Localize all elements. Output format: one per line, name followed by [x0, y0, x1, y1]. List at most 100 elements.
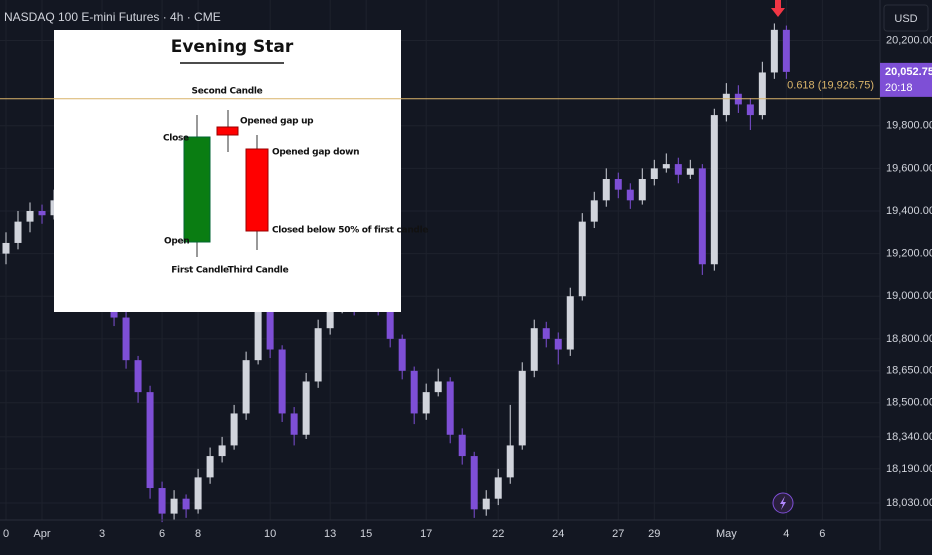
- x-tick-label: May: [716, 528, 737, 540]
- x-tick-label: 13: [324, 528, 336, 540]
- candle-body: [626, 189, 634, 201]
- y-tick-label: 18,500.00: [886, 397, 932, 409]
- candle-body: [278, 349, 286, 414]
- x-tick-label: 0: [3, 528, 9, 540]
- inset-label: Open: [164, 237, 189, 247]
- x-tick-label: 29: [648, 528, 660, 540]
- candle-body: [746, 104, 754, 116]
- candle-body: [326, 306, 334, 329]
- x-tick-label: 22: [492, 528, 504, 540]
- candle-body: [14, 221, 22, 243]
- inset-label: First Candle: [171, 266, 229, 276]
- y-tick-label: 19,200.00: [886, 248, 932, 260]
- candle-body: [230, 413, 238, 446]
- last-price-box: [880, 62, 932, 97]
- y-tick-label: 19,000.00: [886, 290, 932, 302]
- inset-label: Opened gap up: [240, 117, 314, 127]
- candle-body: [458, 434, 466, 457]
- candle-body: [446, 381, 454, 435]
- y-tick-label: 19,400.00: [886, 205, 932, 217]
- candle-body: [590, 200, 598, 222]
- x-tick-label: 4: [783, 528, 789, 540]
- x-tick-label: 10: [264, 528, 276, 540]
- x-tick-label: 3: [99, 528, 105, 540]
- fib-label: 0.618 (19,926.75): [787, 80, 874, 92]
- evening-star-inset: Evening Star Second Candle Opened gap up…: [54, 30, 429, 312]
- arrow-icon: [771, 0, 785, 17]
- candle-body: [662, 164, 670, 169]
- candle-body: [566, 296, 574, 350]
- inset-title: Evening Star: [171, 37, 294, 57]
- candle-body: [254, 296, 262, 361]
- inset-label: Close: [163, 134, 189, 144]
- candle-body: [398, 338, 406, 371]
- candle-body: [26, 210, 34, 222]
- x-tick-label: 17: [420, 528, 432, 540]
- candle-body: [422, 392, 430, 414]
- red-candle: [245, 148, 269, 232]
- candle-body: [146, 392, 154, 489]
- candle-body: [722, 93, 730, 116]
- x-tick-label: 8: [195, 528, 201, 540]
- candle-body: [434, 381, 442, 393]
- candle-body: [314, 328, 322, 382]
- inset-label: Closed below 50% of first candle: [272, 226, 428, 236]
- inset-label: Second Candle: [192, 87, 263, 97]
- x-tick-label: 6: [819, 528, 825, 540]
- y-tick-label: 18,800.00: [886, 333, 932, 345]
- candle-body: [650, 168, 658, 180]
- x-tick-label: Apr: [33, 528, 50, 540]
- overlay: 0.618 (19,926.75) 20,052.75 20:18: [0, 62, 932, 100]
- x-tick-label: 15: [360, 528, 372, 540]
- green-candle: [183, 136, 211, 243]
- inset-label: Third Candle: [228, 266, 289, 276]
- chart-title: NASDAQ 100 E-mini Futures · 4h · CME: [4, 10, 221, 24]
- x-tick-label: 24: [552, 528, 564, 540]
- candle-body: [134, 360, 142, 393]
- candle-body: [266, 296, 274, 350]
- candle-body: [242, 360, 250, 414]
- candle-body: [170, 498, 178, 514]
- small-candle: [216, 126, 239, 136]
- y-tick-label: 19,800.00: [886, 120, 932, 132]
- candle-body: [506, 445, 514, 478]
- candle-body: [182, 498, 190, 510]
- candle-body: [542, 328, 550, 339]
- candle-body: [782, 29, 790, 72]
- candle-body: [386, 306, 394, 339]
- candle-body: [122, 317, 130, 361]
- candle-body: [410, 370, 418, 414]
- y-tick-label: 19,600.00: [886, 162, 932, 174]
- countdown: 20:18: [885, 82, 913, 94]
- candle-body: [470, 456, 478, 510]
- candle-body: [302, 381, 310, 435]
- y-tick-label: 18,650.00: [886, 365, 932, 377]
- candle-body: [602, 179, 610, 201]
- candle-body: [206, 456, 214, 478]
- candle-body: [218, 445, 226, 457]
- inset-background: [54, 30, 401, 312]
- candle-body: [674, 164, 682, 175]
- candle-body: [2, 242, 10, 254]
- candle-body: [194, 477, 202, 510]
- candle-body: [518, 370, 526, 446]
- candle-body: [578, 221, 586, 297]
- candle-body: [686, 168, 694, 175]
- currency[interactable]: USD: [894, 13, 917, 25]
- last-price-label: 20,052.75: [885, 66, 932, 78]
- candle-body: [158, 488, 166, 514]
- candle-body: [770, 29, 778, 73]
- x-tick-label: 27: [612, 528, 624, 540]
- lightning-icon: [780, 496, 786, 510]
- candle-body: [614, 179, 622, 190]
- y-tick-label: 20,200.00: [886, 34, 932, 46]
- candle-body: [482, 498, 490, 510]
- inset-label: Opened gap down: [272, 148, 359, 158]
- candle-body: [758, 72, 766, 116]
- x-tick-label: 6: [159, 528, 165, 540]
- candle-body: [530, 328, 538, 371]
- currency-button[interactable]: [883, 4, 929, 32]
- y-tick-label: 18,340.00: [886, 431, 932, 443]
- candle-body: [494, 477, 502, 499]
